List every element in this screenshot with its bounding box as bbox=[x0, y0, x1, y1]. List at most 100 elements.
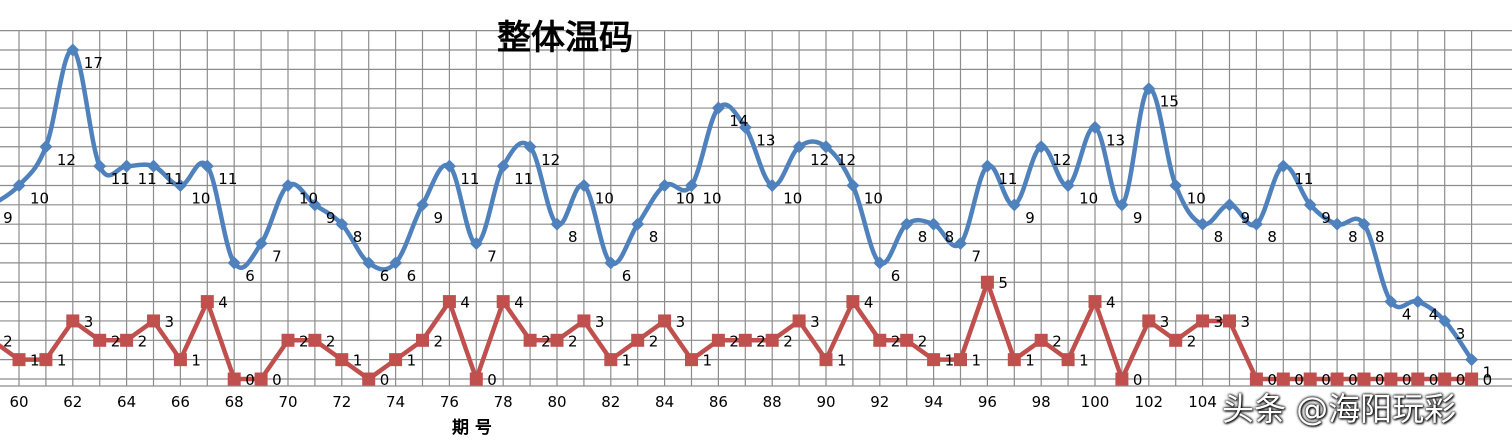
data-label-series-2: 0 bbox=[487, 371, 497, 389]
data-point-series-2 bbox=[577, 314, 591, 328]
data-point-series-1 bbox=[550, 217, 564, 231]
x-axis-label: 期 号 bbox=[452, 418, 492, 438]
x-tick-label: 104 bbox=[1188, 393, 1217, 411]
data-point-series-1 bbox=[1169, 178, 1183, 192]
data-label-series-1: 10 bbox=[595, 189, 614, 207]
data-label-series-1: 14 bbox=[729, 112, 748, 130]
data-point-series-1 bbox=[1142, 82, 1156, 96]
x-tick-label: 102 bbox=[1134, 393, 1163, 411]
data-label-series-1: 11 bbox=[460, 170, 479, 188]
data-point-series-1 bbox=[873, 256, 887, 270]
data-label-series-1: 8 bbox=[1375, 228, 1385, 246]
data-point-series-2 bbox=[1115, 372, 1129, 386]
data-point-series-1 bbox=[1330, 217, 1344, 231]
data-point-series-1 bbox=[1411, 295, 1425, 309]
data-label-series-1: 10 bbox=[191, 189, 210, 207]
data-point-series-2 bbox=[792, 314, 806, 328]
data-label-series-2: 0 bbox=[380, 371, 390, 389]
data-label-series-2: 0 bbox=[1133, 371, 1143, 389]
data-label-series-1: 4 bbox=[1429, 306, 1439, 324]
data-label-series-1: 12 bbox=[810, 151, 829, 169]
data-label-series-2: 2 bbox=[111, 332, 121, 350]
data-point-series-1 bbox=[93, 159, 107, 173]
data-label-series-1: 3 bbox=[1456, 325, 1466, 343]
data-label-series-2: 2 bbox=[918, 332, 928, 350]
data-point-series-1 bbox=[980, 159, 994, 173]
data-point-series-2 bbox=[738, 333, 752, 347]
data-label-series-2: 4 bbox=[218, 294, 228, 312]
data-point-series-2 bbox=[281, 333, 295, 347]
data-point-series-2 bbox=[604, 353, 618, 367]
data-label-series-2: 2 bbox=[1187, 332, 1197, 350]
data-label-series-2: 0 bbox=[1456, 371, 1466, 389]
x-tick-label: 70 bbox=[278, 393, 297, 411]
series-lines bbox=[0, 47, 1474, 382]
data-point-series-1 bbox=[66, 43, 80, 57]
x-tick-label: 88 bbox=[763, 393, 782, 411]
data-point-series-1 bbox=[1115, 198, 1129, 212]
data-point-series-2 bbox=[1249, 372, 1263, 386]
data-point-series-1 bbox=[147, 159, 160, 173]
data-label-series-1: 1 bbox=[1483, 364, 1493, 382]
data-label-series-1: 9 bbox=[1133, 209, 1143, 227]
data-point-series-2 bbox=[631, 333, 645, 347]
data-label-series-1: 15 bbox=[1160, 93, 1179, 111]
data-label-series-2: 1 bbox=[191, 352, 201, 370]
data-point-series-2 bbox=[550, 333, 564, 347]
data-label-series-1: 10 bbox=[864, 189, 883, 207]
x-tick-label: 64 bbox=[117, 393, 136, 411]
x-tick-label: 78 bbox=[494, 393, 513, 411]
data-label-series-1: 11 bbox=[514, 170, 533, 188]
data-label-series-1: 9 bbox=[434, 209, 444, 227]
data-point-series-1 bbox=[308, 198, 322, 212]
data-point-series-2 bbox=[900, 333, 914, 347]
data-point-series-2 bbox=[711, 333, 725, 347]
data-point-series-1 bbox=[442, 159, 456, 173]
data-label-series-2: 2 bbox=[756, 332, 766, 350]
x-tick-label: 84 bbox=[655, 393, 674, 411]
data-point-series-1 bbox=[927, 217, 941, 231]
data-label-series-2: 0 bbox=[1429, 371, 1439, 389]
x-tick-label: 60 bbox=[9, 393, 28, 411]
data-point-series-2 bbox=[1061, 353, 1075, 367]
data-point-series-1 bbox=[900, 217, 914, 231]
data-label-series-2: 1 bbox=[703, 352, 713, 370]
data-point-series-1 bbox=[389, 256, 403, 270]
data-label-series-2: 0 bbox=[1375, 371, 1385, 389]
data-point-series-1 bbox=[281, 178, 295, 192]
data-point-series-2 bbox=[147, 314, 160, 328]
x-tick-labels: 60 62 64 66 68 70 72 74 76 78 80 82 84 86 88 90 92 94 96 98… bbox=[9, 393, 1216, 411]
data-point-series-1 bbox=[711, 101, 725, 115]
data-point-series-1 bbox=[523, 140, 537, 154]
data-label-series-2: 1 bbox=[407, 352, 417, 370]
data-label-series-2: 1 bbox=[972, 352, 982, 370]
data-point-series-2 bbox=[442, 295, 456, 309]
data-label-series-1: 13 bbox=[1106, 131, 1125, 149]
data-label-series-2: 1 bbox=[622, 352, 632, 370]
data-point-series-2 bbox=[1169, 333, 1183, 347]
data-label-series-1: 6 bbox=[622, 267, 632, 285]
data-label-series-2: 4 bbox=[1106, 294, 1116, 312]
data-point-series-1 bbox=[173, 178, 187, 192]
data-label-series-2: 2 bbox=[299, 332, 309, 350]
data-label-series-1: 6 bbox=[407, 267, 417, 285]
data-point-series-2 bbox=[308, 333, 322, 347]
data-label-series-2: 1 bbox=[30, 352, 40, 370]
data-point-series-2 bbox=[362, 372, 376, 386]
data-label-series-1: 8 bbox=[1267, 228, 1277, 246]
data-label-series-2: 3 bbox=[676, 313, 686, 331]
data-point-series-2 bbox=[12, 353, 26, 367]
data-point-series-2 bbox=[496, 295, 510, 309]
data-point-series-2 bbox=[254, 372, 268, 386]
data-label-series-1: 9 bbox=[1025, 209, 1035, 227]
data-point-series-2 bbox=[39, 353, 53, 367]
data-point-series-1 bbox=[254, 237, 268, 251]
data-point-series-2 bbox=[1357, 372, 1371, 386]
data-label-series-2: 5 bbox=[998, 274, 1008, 292]
data-label-series-2: 2 bbox=[568, 332, 578, 350]
data-point-series-2 bbox=[685, 353, 698, 367]
data-label-series-1: 8 bbox=[1214, 228, 1224, 246]
grid-lines bbox=[0, 30, 1512, 387]
data-label-series-1: 8 bbox=[568, 228, 578, 246]
data-label-series-2: 3 bbox=[1160, 313, 1170, 331]
